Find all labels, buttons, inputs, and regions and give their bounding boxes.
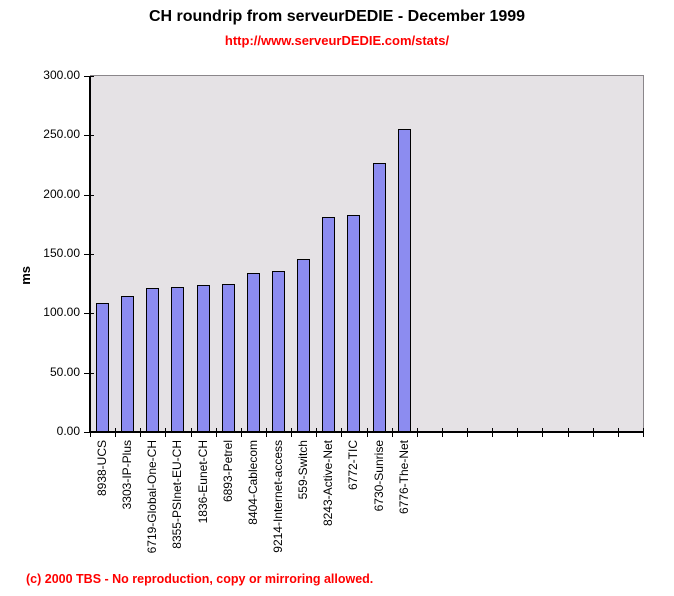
copyright-notice: (c) 2000 TBS - No reproduction, copy or … xyxy=(26,572,374,586)
x-axis-label: 3303-IP-Plus xyxy=(120,440,135,510)
bar xyxy=(372,162,386,432)
y-axis-tick-label: 250.00 xyxy=(43,127,80,142)
x-axis-label: 8404-Cablecom xyxy=(245,440,260,525)
bar xyxy=(146,288,160,432)
y-axis-tick-label: 0.00 xyxy=(56,424,80,438)
bar xyxy=(246,272,260,432)
x-axis-label: 8938-UCS xyxy=(95,440,110,497)
bar xyxy=(221,283,235,432)
y-axis-tick-label: 150.00 xyxy=(43,246,80,260)
y-axis-tick-label: 100.00 xyxy=(43,305,80,320)
bar xyxy=(196,284,210,432)
y-axis-tick-label: 300.00 xyxy=(43,68,80,82)
x-axis-label: 6776-The-Net xyxy=(396,440,411,515)
bar xyxy=(397,129,411,432)
y-axis-title: ms xyxy=(18,266,33,285)
x-axis-label: 8355-PSInet-EU-CH xyxy=(170,440,185,549)
x-axis-label: 8243-Active-Net xyxy=(321,440,336,527)
bar xyxy=(297,258,311,432)
x-axis-label: 6719-Global-One-CH xyxy=(145,440,160,554)
x-axis-label: 6730-Sunrise xyxy=(371,440,386,512)
x-axis-label: 1836-Eunet-CH xyxy=(195,440,210,524)
bar xyxy=(272,270,286,432)
chart-subtitle-url: http://www.serveurDEDIE.com/stats/ xyxy=(224,33,450,48)
x-axis-label: 559-Switch xyxy=(296,440,311,500)
y-axis-line xyxy=(89,76,91,432)
chart-title: CH roundrip from serveurDEDIE - December… xyxy=(148,8,526,25)
bar xyxy=(121,295,135,432)
bar xyxy=(347,214,361,432)
y-axis-tick-label: 200.00 xyxy=(43,186,80,201)
y-axis-tick-label: 50.00 xyxy=(49,364,80,379)
bar xyxy=(171,287,185,432)
x-axis-label: 6893-Petrel xyxy=(220,440,235,503)
x-axis-line xyxy=(89,431,644,433)
bar xyxy=(96,302,110,432)
bar xyxy=(322,217,336,432)
x-axis-label: 6772-TIC xyxy=(346,440,361,491)
x-axis-label: 9214-Internet-access xyxy=(271,440,286,553)
